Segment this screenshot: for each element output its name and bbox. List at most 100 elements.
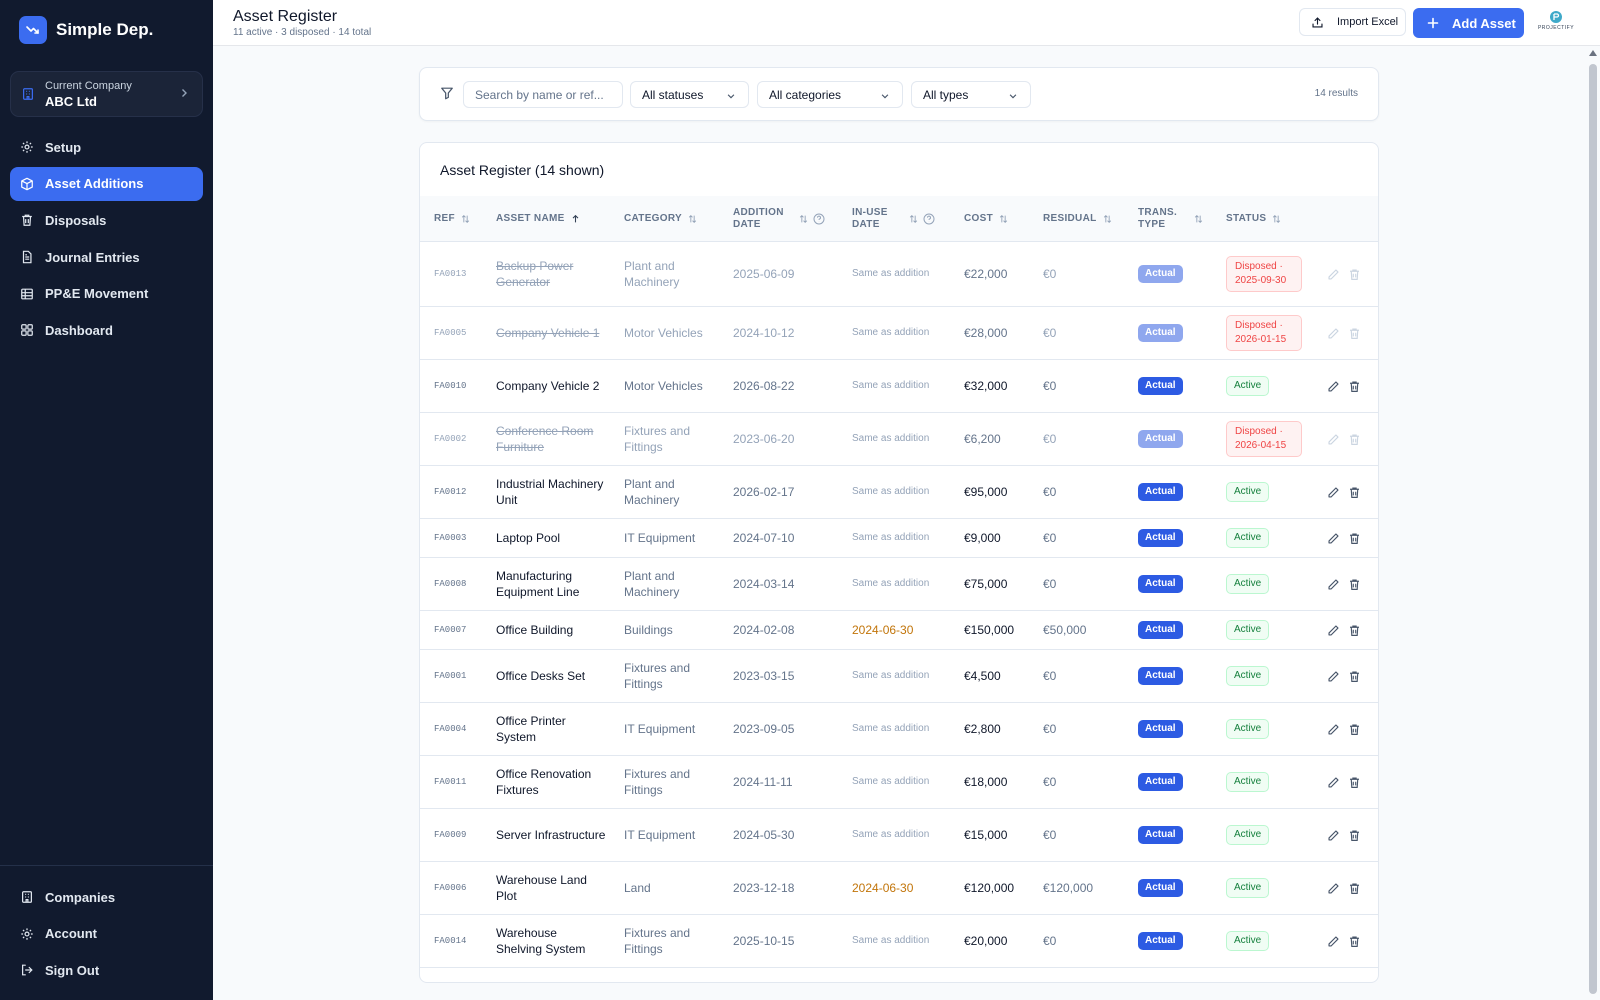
help-icon[interactable] [813, 213, 825, 225]
delete-icon[interactable] [1348, 882, 1361, 895]
edit-icon[interactable] [1327, 882, 1340, 895]
category-filter-select[interactable]: All categories [757, 81, 903, 108]
cell-category: Plant and Machinery [624, 477, 680, 507]
column-cost[interactable]: COST [964, 196, 1008, 242]
column-addition-date[interactable]: ADDITION DATE [733, 196, 793, 242]
nav-item-ppe-movement[interactable]: PP&E Movement [10, 277, 203, 311]
scroll-thumb[interactable] [1589, 64, 1597, 994]
sign-out-icon [22, 964, 33, 976]
edit-icon[interactable] [1327, 670, 1340, 683]
table-row[interactable]: FA0001 Office Desks Set Fixtures and Fitti… [420, 650, 1378, 703]
cell-category: Fixtures and Fittings [624, 661, 691, 691]
edit-icon[interactable] [1327, 578, 1340, 591]
delete-icon[interactable] [1348, 486, 1361, 499]
table-row[interactable]: FA0012 Industrial Machinery Unit Plant and… [420, 466, 1378, 519]
cell-asset-name: Office Printer System [496, 703, 606, 755]
delete-icon[interactable] [1348, 532, 1361, 545]
delete-icon[interactable] [1348, 380, 1361, 393]
help-icon[interactable] [923, 213, 935, 225]
row-actions [1327, 611, 1369, 649]
table-row[interactable]: FA0003 Laptop Pool IT Equipment 2024-07-10 S… [420, 519, 1378, 558]
brand[interactable]: Simple Dep. [0, 0, 213, 60]
scrollbar[interactable] [1586, 46, 1600, 1000]
delete-icon[interactable] [1348, 935, 1361, 948]
delete-icon[interactable] [1348, 268, 1361, 281]
cell-asset-name: Company Vehicle 2 [496, 360, 606, 412]
trans-type-badge: Actual [1138, 529, 1183, 547]
cell-cost: €150,000 [964, 623, 1015, 637]
nav-item-sign-out[interactable]: Sign Out [10, 953, 203, 987]
asset-name-text: Manufacturing Equipment Line [496, 569, 580, 599]
edit-icon[interactable] [1327, 776, 1340, 789]
column-asset-name[interactable]: ASSET NAME [496, 196, 580, 242]
table-row[interactable]: FA0009 Server Infrastructure IT Equipment 2… [420, 809, 1378, 862]
status-badge-active: Active [1226, 772, 1270, 792]
column-ref[interactable]: REF [434, 196, 470, 242]
edit-icon[interactable] [1327, 723, 1340, 736]
scroll-up-arrow-icon[interactable] [1589, 50, 1597, 56]
edit-icon[interactable] [1327, 829, 1340, 842]
cell-category: IT Equipment [624, 722, 696, 736]
cell-residual: €0 [1043, 531, 1057, 545]
cell-addition-date: 2025-10-15 [733, 934, 795, 948]
edit-icon[interactable] [1327, 624, 1340, 637]
column-in-use-date[interactable]: IN-USE DATE [852, 196, 902, 242]
edit-icon[interactable] [1327, 268, 1340, 281]
building-icon [23, 88, 33, 100]
edit-icon[interactable] [1327, 486, 1340, 499]
edit-icon[interactable] [1327, 327, 1340, 340]
row-actions [1327, 650, 1369, 702]
table-row[interactable]: FA0011 Office Renovation Fixtures Fixtures… [420, 756, 1378, 809]
edit-icon[interactable] [1327, 380, 1340, 393]
column-residual[interactable]: RESIDUAL [1043, 196, 1112, 242]
column-trans-type[interactable]: TRANS. TYPE [1138, 196, 1188, 242]
cell-trans-type: Actual [1138, 558, 1183, 610]
type-filter-select[interactable]: All types [911, 81, 1031, 108]
delete-icon[interactable] [1348, 776, 1361, 789]
table-row[interactable]: FA0005 Company Vehicle 1 Motor Vehicles 202… [420, 307, 1378, 360]
edit-icon[interactable] [1327, 532, 1340, 545]
cell-asset-name: Laptop Pool [496, 519, 606, 557]
delete-icon[interactable] [1348, 723, 1361, 736]
status-filter-select[interactable]: All statuses [630, 81, 749, 108]
edit-icon[interactable] [1327, 935, 1340, 948]
table-row[interactable]: FA0013 Backup Power Generator Plant and Ma… [420, 242, 1378, 307]
nav-item-journal-entries[interactable]: Journal Entries [10, 240, 203, 274]
delete-icon[interactable] [1348, 433, 1361, 446]
asset-name-text: Industrial Machinery Unit [496, 477, 604, 507]
table-row[interactable]: FA0007 Office Building Buildings 2024-02-08… [420, 611, 1378, 650]
cell-in-use-date: Same as addition [852, 776, 930, 787]
gear-icon [21, 928, 33, 940]
delete-icon[interactable] [1348, 578, 1361, 591]
delete-icon[interactable] [1348, 327, 1361, 340]
add-asset-button[interactable]: Add Asset [1413, 8, 1524, 38]
delete-icon[interactable] [1348, 624, 1361, 637]
table-row[interactable]: FA0006 Warehouse Land Plot Land 2023-12-18 2… [420, 862, 1378, 915]
nav-item-dashboard[interactable]: Dashboard [10, 313, 203, 347]
nav-item-disposals[interactable]: Disposals [10, 203, 203, 237]
column-category[interactable]: CATEGORY [624, 196, 697, 242]
cell-category: Motor Vehicles [624, 379, 703, 393]
delete-icon[interactable] [1348, 670, 1361, 683]
nav-item-companies[interactable]: Companies [10, 880, 203, 914]
edit-icon[interactable] [1327, 433, 1340, 446]
cell-residual: €0 [1043, 267, 1057, 281]
table-row[interactable]: FA0004 Office Printer System IT Equipment 2… [420, 703, 1378, 756]
search-input[interactable] [463, 81, 623, 108]
table-row[interactable]: FA0010 Company Vehicle 2 Motor Vehicles 202… [420, 360, 1378, 413]
cell-ref: FA0011 [434, 777, 467, 787]
nav-item-account[interactable]: Account [10, 917, 203, 951]
company-switcher[interactable]: Current Company ABC Ltd [10, 71, 203, 117]
asset-name-text: Office Printer System [496, 714, 566, 744]
nav-item-asset-additions[interactable]: Asset Additions [10, 166, 203, 201]
nav-item-setup[interactable]: Setup [10, 130, 203, 164]
column-status[interactable]: STATUS [1226, 196, 1281, 242]
cell-cost: €120,000 [964, 881, 1015, 895]
table-row[interactable]: FA0002 Conference Room Furniture Fixtures … [420, 413, 1378, 466]
trans-type-badge: Actual [1138, 667, 1183, 685]
table-row[interactable]: FA0014 Warehouse Shelving System Fixtures … [420, 915, 1378, 968]
import-excel-button[interactable]: Import Excel [1299, 8, 1406, 36]
delete-icon[interactable] [1348, 829, 1361, 842]
cell-asset-name: Office Desks Set [496, 650, 606, 702]
table-row[interactable]: FA0008 Manufacturing Equipment Line Plant … [420, 558, 1378, 611]
